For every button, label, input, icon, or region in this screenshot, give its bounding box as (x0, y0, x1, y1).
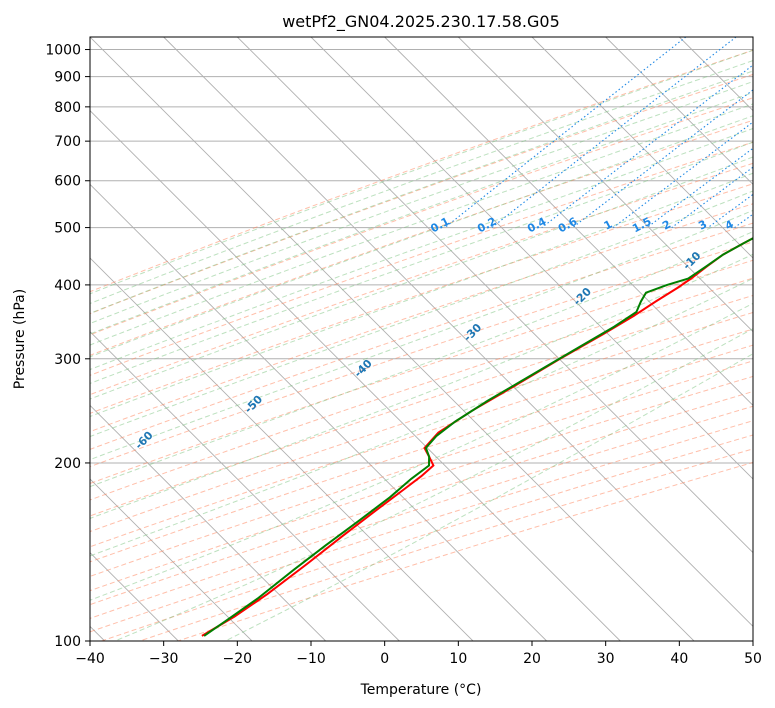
mixing-ratio-line (572, 89, 753, 229)
dry-adiabat (90, 141, 753, 376)
moist-adiabat (90, 115, 753, 358)
moist-adiabat (90, 209, 753, 461)
x-tick-label: 40 (670, 651, 688, 667)
moist-adiabat (90, 103, 753, 346)
x-tick-label: −10 (296, 651, 326, 667)
skewed-isotherm (90, 331, 400, 641)
x-axis: −40 −30 −20 −10 0 10 20 30 40 50 (75, 641, 762, 667)
dry-adiabat (90, 344, 753, 563)
dewpoint-profile-line (203, 237, 753, 637)
x-tick-label: 30 (597, 651, 615, 667)
y-tick-label: 300 (54, 352, 81, 368)
chart-title: wetPf2_GN04.2025.230.17.58.G05 (282, 12, 560, 32)
sounding-lines (201, 237, 753, 637)
skewed-isotherm (237, 37, 753, 554)
x-tick-label: 10 (449, 651, 467, 667)
background-lines (90, 37, 753, 641)
y-axis-title: Pressure (hPa) (12, 289, 28, 389)
skewed-isotherm (531, 37, 753, 259)
y-tick-label: 800 (54, 100, 81, 116)
y-tick-label: 1000 (45, 43, 81, 59)
skewed-isotherm (384, 37, 753, 406)
y-axis: 100 200 300 400 500 600 700 800 900 1000 (45, 43, 90, 650)
y-tick-label: 400 (54, 278, 81, 294)
x-tick-label: 50 (744, 651, 762, 667)
skewed-isotherm (90, 404, 326, 641)
mixing-ratio-line (541, 64, 753, 229)
y-tick-label: 200 (54, 456, 81, 472)
moist-adiabat (90, 172, 753, 418)
moist-adiabat (90, 231, 753, 488)
y-tick-label: 100 (54, 634, 81, 650)
dry-adiabat (90, 259, 753, 485)
dry-adiabat (90, 183, 753, 414)
x-tick-label: −30 (149, 651, 179, 667)
y-tick-label: 500 (54, 221, 81, 237)
plot-frame (89, 36, 754, 642)
moist-adiabat (90, 141, 753, 385)
dry-adiabat (90, 328, 753, 548)
y-tick-label: 700 (54, 134, 81, 150)
dry-adiabat (90, 420, 753, 633)
y-tick-label: 600 (54, 174, 81, 190)
skewed-isotherm (605, 37, 753, 185)
moist-adiabat (90, 81, 753, 325)
skewed-isotherm (90, 110, 621, 641)
moist-adiabat (90, 156, 753, 400)
moist-adiabat (90, 127, 753, 371)
dry-adiabat (90, 222, 753, 450)
skewed-isotherm (90, 37, 695, 641)
moist-adiabat (90, 70, 753, 314)
skewed-isotherm (458, 37, 753, 333)
dry-adiabat (90, 360, 753, 577)
skewed-isotherm (310, 37, 753, 480)
dry-adiabat (101, 434, 753, 641)
temperature-profile-line (201, 237, 753, 637)
moist-adiabat (90, 190, 753, 438)
dry-adiabat (90, 119, 753, 356)
x-tick-label: −20 (223, 651, 253, 667)
x-axis-title: Temperature (°C) (360, 682, 482, 698)
y-tick-label: 900 (54, 70, 81, 86)
x-tick-label: 20 (523, 651, 541, 667)
x-tick-label: 0 (380, 651, 389, 667)
skewed-isotherm (163, 37, 753, 627)
mixing-ratio-line (671, 166, 753, 229)
dry-adiabat (90, 241, 753, 468)
dry-adiabat (139, 448, 753, 641)
moist-adiabat (90, 253, 753, 519)
dry-adiabat (177, 461, 753, 641)
x-tick-label: −40 (75, 651, 105, 667)
dry-adiabat (90, 311, 753, 533)
dry-adiabat (90, 97, 753, 336)
moist-adiabat (114, 328, 753, 641)
skewed-isotherm (90, 183, 547, 641)
